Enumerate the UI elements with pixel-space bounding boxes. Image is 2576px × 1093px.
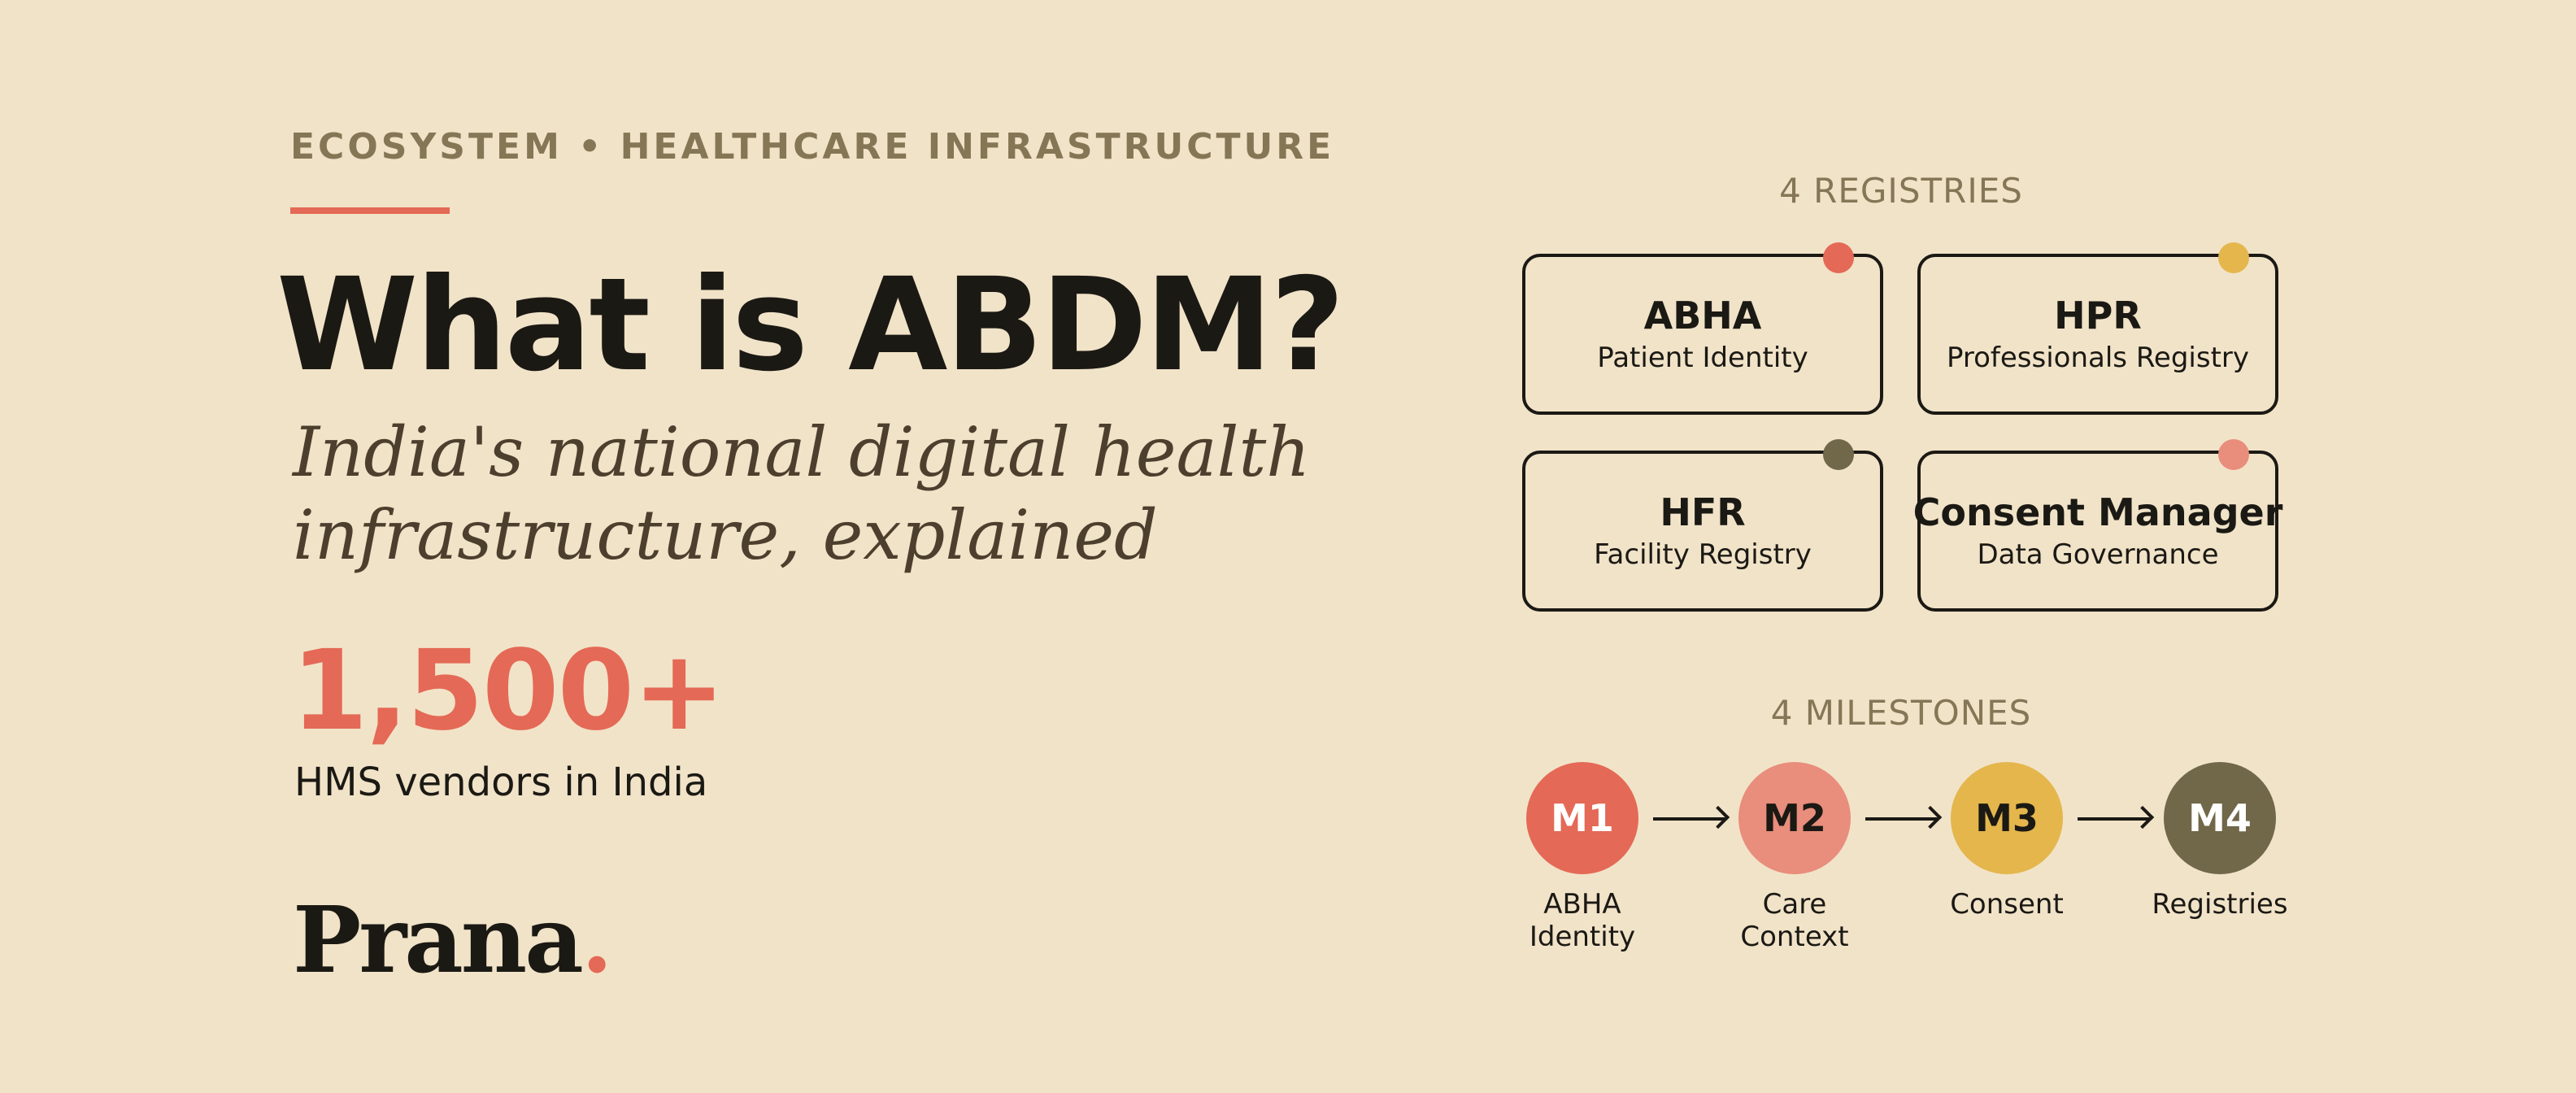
eyebrow-label: ECOSYSTEM • HEALTHCARE INFRASTRUCTURE <box>290 126 1335 168</box>
registry-card-hfr: HFR Facility Registry <box>1522 439 1883 612</box>
milestone-label-m1: ABHA Identity <box>1493 888 1672 953</box>
page-subtitle: India's national digital health infrastr… <box>293 411 1310 577</box>
milestone-label-m3: Consent <box>1917 888 2096 921</box>
arrow-right-icon <box>1865 817 1937 821</box>
page-title: What is ABDM? <box>276 250 1345 400</box>
subtitle-line-1: India's national digital health <box>293 412 1311 492</box>
milestone-label-line: Context <box>1740 921 1849 953</box>
milestone-label-m4: Registries <box>2130 888 2309 921</box>
milestone-m1: M1 <box>1526 762 1638 874</box>
registry-title: ABHA <box>1643 294 1762 337</box>
milestone-label-line: Registries <box>2152 888 2288 921</box>
milestone-label-m2: Care Context <box>1705 888 1884 953</box>
milestone-m4: M4 <box>2164 762 2276 874</box>
milestones-heading: 4 MILESTONES <box>1770 693 2032 733</box>
registry-card-abha: ABHA Patient Identity <box>1522 242 1883 415</box>
registry-subtitle: Data Governance <box>1977 538 2219 571</box>
milestone-m3: M3 <box>1951 762 2063 874</box>
brand-logo: Prana. <box>293 891 613 991</box>
arrow-right-icon <box>1653 817 1725 821</box>
registry-card-consent-manager: Consent Manager Data Governance <box>1913 439 2282 612</box>
registry-card-hpr: HPR Professionals Registry <box>1917 242 2278 415</box>
subtitle-line-2: infrastructure, explained <box>293 495 1158 575</box>
milestone-label-line: Consent <box>1950 888 2064 921</box>
registry-dot-consent-manager <box>2218 439 2249 470</box>
brand-wordmark: Prana <box>293 887 584 994</box>
registry-dot-abha <box>1823 242 1854 273</box>
registry-dot-hpr <box>2218 242 2249 273</box>
milestone-label-line: Identity <box>1529 921 1636 953</box>
brand-dot: . <box>581 887 613 994</box>
stat-value: 1,500+ <box>291 627 725 756</box>
registry-dot-hfr <box>1823 439 1854 470</box>
registry-subtitle: Patient Identity <box>1597 342 1808 374</box>
stat-label: HMS vendors in India <box>294 760 708 805</box>
registry-title: HFR <box>1660 490 1746 534</box>
milestone-m2: M2 <box>1738 762 1851 874</box>
arrow-right-icon <box>2078 817 2149 821</box>
milestone-label-line: Care <box>1762 888 1827 921</box>
registry-subtitle: Professionals Registry <box>1946 342 2250 374</box>
accent-divider <box>290 207 450 214</box>
registry-title: HPR <box>2054 294 2142 337</box>
registry-title: Consent Manager <box>1912 490 2283 534</box>
milestone-label-line: ABHA <box>1543 888 1621 921</box>
registry-subtitle: Facility Registry <box>1594 538 1812 571</box>
registries-heading: 4 REGISTRIES <box>1779 171 2023 211</box>
